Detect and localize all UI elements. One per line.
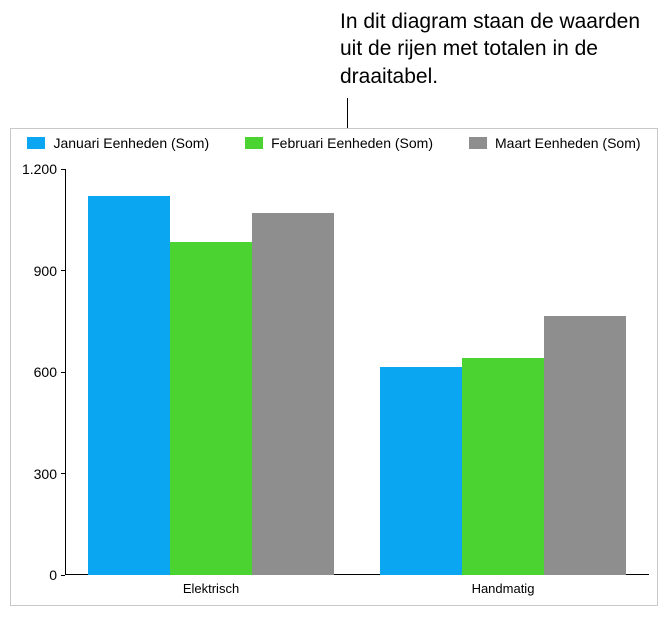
y-tick-1	[61, 473, 65, 474]
bar-1-1	[462, 358, 544, 575]
legend-label-0: Januari Eenheden (Som)	[53, 135, 209, 151]
y-tick-label-4: 1.200	[22, 161, 57, 177]
legend-swatch-0	[27, 137, 45, 149]
legend-swatch-2	[469, 137, 487, 149]
y-tick-label-3: 900	[34, 263, 57, 279]
plot-inner: 03006009001.200ElektrischHandmatig	[65, 169, 649, 575]
callout-text: In dit diagram staan de waarden uit de r…	[340, 8, 650, 90]
bar-1-0	[380, 367, 462, 575]
y-tick-label-1: 300	[34, 466, 57, 482]
y-axis	[65, 169, 66, 575]
y-tick-4	[61, 169, 65, 170]
x-label-1: Handmatig	[472, 581, 535, 596]
y-tick-3	[61, 270, 65, 271]
y-tick-label-2: 600	[34, 364, 57, 380]
bar-1-2	[544, 316, 626, 575]
bar-0-1	[170, 242, 252, 575]
page: In dit diagram staan de waarden uit de r…	[0, 0, 670, 617]
legend-label-2: Maart Eenheden (Som)	[495, 135, 641, 151]
bar-0-0	[88, 196, 170, 575]
bar-0-2	[252, 213, 334, 575]
x-label-0: Elektrisch	[183, 581, 239, 596]
legend-label-1: Februari Eenheden (Som)	[271, 135, 433, 151]
legend-swatch-1	[245, 137, 263, 149]
y-tick-label-0: 0	[49, 567, 57, 583]
plot-area: 03006009001.200ElektrischHandmatig	[65, 169, 649, 575]
legend: Januari Eenheden (Som) Februari Eenheden …	[11, 135, 657, 151]
legend-item-2: Maart Eenheden (Som)	[469, 135, 641, 151]
y-tick-2	[61, 372, 65, 373]
bar-chart: Januari Eenheden (Som) Februari Eenheden …	[10, 128, 658, 606]
legend-item-0: Januari Eenheden (Som)	[27, 135, 209, 151]
y-tick-0	[61, 575, 65, 576]
legend-item-1: Februari Eenheden (Som)	[245, 135, 433, 151]
